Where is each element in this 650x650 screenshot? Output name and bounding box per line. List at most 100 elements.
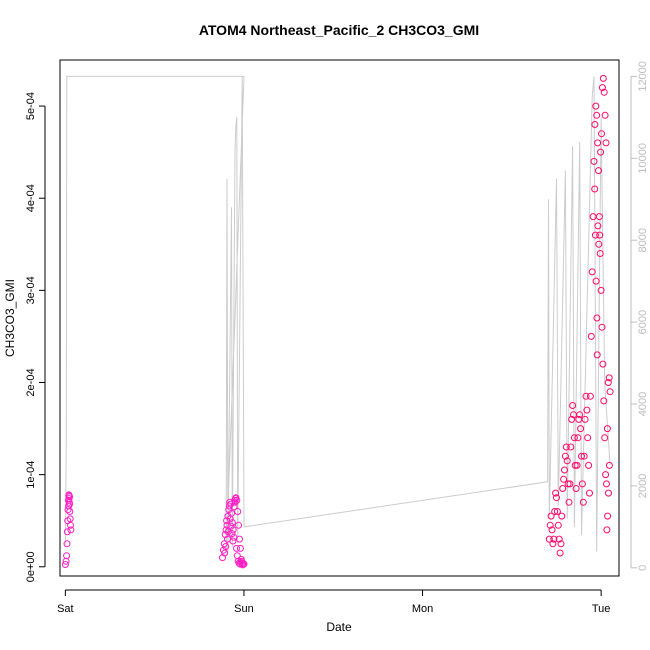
data-point xyxy=(596,231,604,239)
y-tick-label: 4e-04 xyxy=(25,184,37,212)
data-point xyxy=(553,494,560,502)
data-point xyxy=(559,485,567,492)
data-point xyxy=(598,323,606,331)
data-point xyxy=(605,374,613,382)
data-point xyxy=(603,526,611,534)
data-point xyxy=(67,526,75,534)
data-point xyxy=(236,544,244,552)
data-point xyxy=(222,543,230,550)
data-point xyxy=(582,392,590,400)
altitude-line xyxy=(64,75,611,556)
y2-tick-label: 0 xyxy=(637,565,649,571)
y-axis: 0e+00 1e-04 2e-04 3e-04 4e-04 5e-04 xyxy=(25,92,46,582)
y-tick-label: 2e-04 xyxy=(25,368,37,396)
data-point xyxy=(230,503,238,511)
data-point xyxy=(558,512,566,520)
data-point xyxy=(578,452,585,460)
altitude-series xyxy=(64,75,611,556)
data-point xyxy=(63,540,71,548)
data-point xyxy=(546,521,554,529)
data-point xyxy=(547,512,555,520)
data-point xyxy=(604,379,612,386)
x-axis-label: Date xyxy=(326,620,352,634)
data-point xyxy=(577,425,585,433)
data-point xyxy=(565,498,573,506)
data-point xyxy=(562,443,570,451)
data-point xyxy=(225,502,233,510)
data-point xyxy=(599,360,607,368)
plot-frame xyxy=(59,59,620,577)
data-point xyxy=(223,517,231,525)
data-point xyxy=(551,508,559,515)
y-tick-label: 1e-04 xyxy=(25,461,37,489)
data-point xyxy=(605,461,613,469)
data-point xyxy=(63,528,71,536)
data-point xyxy=(234,508,242,515)
x-axis: Sat Sun Mon Tue xyxy=(57,589,611,615)
data-point xyxy=(222,526,230,534)
data-point xyxy=(232,495,240,503)
data-point xyxy=(606,388,614,396)
data-point xyxy=(592,277,600,285)
data-point xyxy=(561,466,568,474)
data-point xyxy=(596,250,604,257)
data-point xyxy=(563,457,571,465)
data-point xyxy=(63,552,71,560)
data-point xyxy=(573,461,581,469)
data-point xyxy=(595,240,603,248)
data-point xyxy=(226,515,234,523)
data-point xyxy=(235,521,243,529)
data-point xyxy=(594,222,602,230)
data-point xyxy=(557,540,565,548)
data-point xyxy=(583,406,591,414)
y-axis-label: CH3CO3_GMI xyxy=(3,279,17,357)
data-point xyxy=(586,489,593,497)
data-point xyxy=(549,540,557,548)
y2-tick-label: 4000 xyxy=(637,392,649,416)
data-point xyxy=(585,461,593,469)
y2-tick-label: 2000 xyxy=(637,474,649,498)
y-tick-label: 3e-04 xyxy=(25,276,37,304)
y2-tick-label: 8000 xyxy=(637,228,649,252)
data-point xyxy=(601,434,609,442)
data-point xyxy=(587,332,595,340)
data-point xyxy=(233,496,241,504)
data-point xyxy=(600,88,608,96)
y2-tick-label: 12000 xyxy=(637,61,649,92)
data-point xyxy=(594,139,602,147)
data-point xyxy=(552,489,560,497)
data-point xyxy=(227,522,235,530)
data-point xyxy=(239,561,247,569)
data-point xyxy=(556,549,564,557)
data-point xyxy=(566,480,574,488)
data-point xyxy=(560,475,568,483)
data-point xyxy=(221,549,229,557)
x-tick-label: Sun xyxy=(234,603,254,615)
data-point xyxy=(605,489,612,497)
data-point xyxy=(65,498,73,506)
data-point xyxy=(568,415,576,423)
data-point xyxy=(593,351,601,359)
data-point xyxy=(595,167,602,175)
data-point xyxy=(61,561,69,568)
data-point xyxy=(591,231,599,239)
data-point xyxy=(567,443,575,451)
x-tick-label: Sat xyxy=(57,603,74,615)
data-point xyxy=(584,434,592,442)
y2-axis: 0 2000 4000 6000 8000 10000 12000 xyxy=(630,61,649,571)
data-point xyxy=(561,452,569,460)
x-tick-label: Mon xyxy=(412,603,433,615)
data-point xyxy=(67,521,74,529)
data-point xyxy=(592,102,600,110)
data-point xyxy=(591,121,599,128)
data-point xyxy=(576,411,584,419)
y2-tick-label: 10000 xyxy=(637,143,649,174)
y-tick-label: 0e+00 xyxy=(25,551,37,582)
data-point xyxy=(604,512,612,520)
data-point xyxy=(600,397,608,405)
x-tick-label: Tue xyxy=(592,603,611,615)
data-point xyxy=(238,557,246,565)
data-point xyxy=(597,286,605,294)
data-point xyxy=(550,535,558,543)
